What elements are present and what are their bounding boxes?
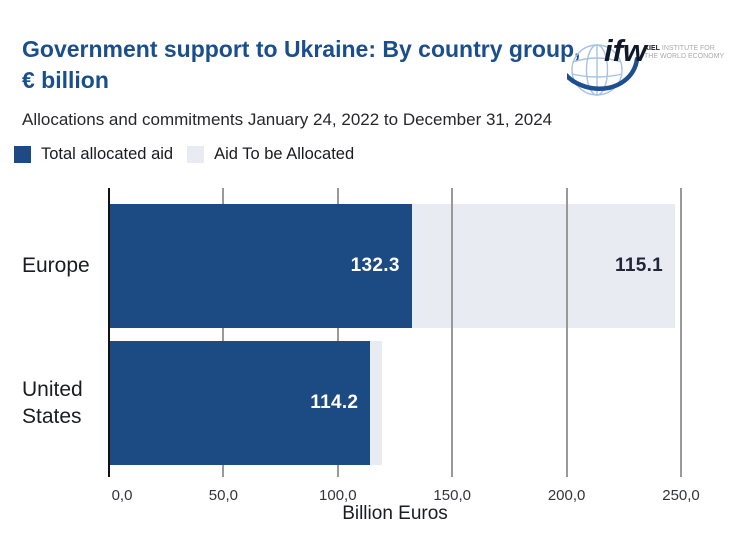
category-label-0: Europe [22,254,90,278]
x-axis-title: Billion Euros [342,503,448,524]
gridline-150 [451,188,454,477]
gridline-250 [680,188,682,477]
bar-segment-to-be-allocated-1 [370,341,383,465]
legend-item-allocated: Total allocated aid [14,145,173,164]
category-label-1: United States [22,377,83,428]
logo-swoosh [567,56,640,91]
bar-segment-allocated-0: 132.3 [109,204,412,328]
legend-label-to-be-allocated: Aid To be Allocated [214,145,355,163]
logo-institute-line2: THE WORLD ECONOMY [644,53,724,60]
bar-segment-to-be-allocated-0: 115.1 [411,204,676,328]
legend: Total allocated aid Aid To be Allocated [14,145,354,164]
bar-chart: Europe 132.3 115.1 United States 114.2 0,0 50,… [0,176,752,552]
x-tick-label-0: 0,0 [111,487,133,504]
y-axis-line [108,188,110,477]
chart-subtitle: Allocations and commitments January 24, … [22,110,553,129]
bar-segment-allocated-1: 114.2 [109,341,371,465]
x-tick-label-250: 250,0 [662,487,700,504]
legend-label-allocated: Total allocated aid [41,145,174,163]
x-tick-label-150: 150,0 [433,487,471,504]
logo-wordmark: ifw [604,33,649,68]
legend-item-to-be-allocated: Aid To be Allocated [187,145,354,164]
page-title: Government support to Ukraine: By countr… [22,36,581,93]
gridline-50 [222,188,225,477]
gridline-200 [565,188,568,477]
legend-swatch-allocated [14,146,31,163]
x-tick-label-100: 100,0 [319,487,357,504]
x-tick-label-50: 50,0 [208,487,238,504]
legend-swatch-to-be-allocated [187,146,205,163]
logo-institute-line1: KIEL INSTITUTE FOR [644,45,715,52]
gridline-100 [336,188,339,477]
kiel-institute-logo: ifw KIEL INSTITUTE FOR THE WORLD ECONOMY [567,33,724,96]
x-tick-label-200: 200,0 [547,487,586,504]
